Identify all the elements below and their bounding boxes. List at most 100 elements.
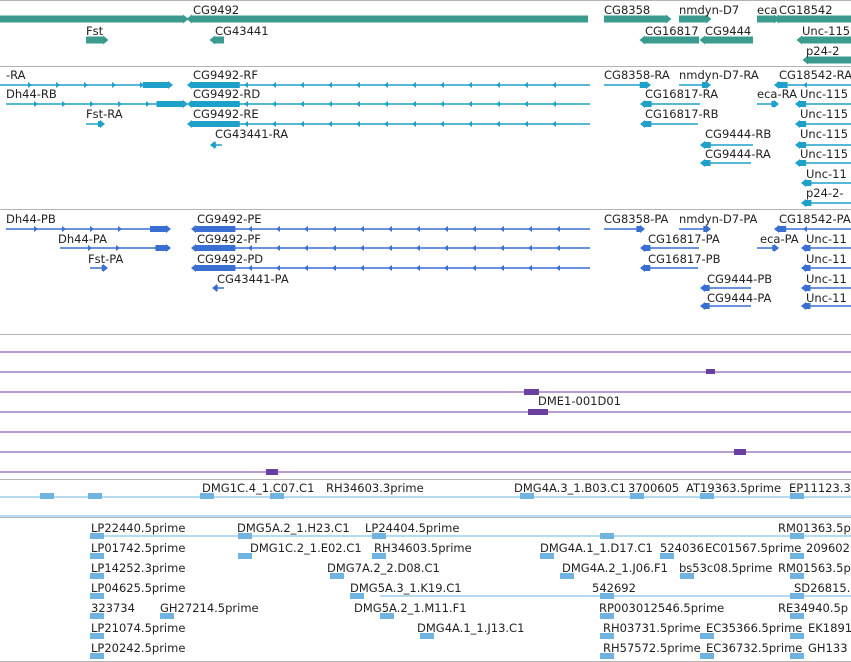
protein-transcript-label[interactable]: Dh44-PA <box>58 232 107 246</box>
gene-label[interactable]: p24-2 <box>806 44 840 58</box>
est-block[interactable] <box>90 633 104 639</box>
rna-transcript-label[interactable]: CG9492-RD <box>193 87 261 101</box>
est-block[interactable] <box>680 573 694 579</box>
alignment-label[interactable]: DME1-001D01 <box>538 394 621 408</box>
rna-transcript-exon[interactable] <box>192 101 240 107</box>
protein-transcript-label[interactable]: Unc-11 <box>806 232 847 246</box>
est-label[interactable]: LP20242.5prime <box>91 641 186 655</box>
rna-transcript-exon[interactable] <box>800 160 807 166</box>
protein-transcript-exon[interactable] <box>705 285 710 291</box>
protein-transcript-label[interactable]: Unc-11 <box>806 291 847 305</box>
rna-transcript-label[interactable]: Unc-115 <box>800 127 849 141</box>
est-label[interactable]: 209602 <box>806 541 850 555</box>
alignment-block[interactable] <box>734 449 746 455</box>
est-label[interactable]: RH34603.3prime <box>326 481 424 495</box>
est-block[interactable] <box>90 613 104 619</box>
protein-transcript-label[interactable]: CG16817-PB <box>648 252 721 266</box>
protein-transcript-exon[interactable] <box>806 245 811 251</box>
protein-transcript-label[interactable]: CG43441-PA <box>217 272 289 286</box>
est-label[interactable]: LP24404.5prime <box>365 521 460 535</box>
est-label[interactable]: EK1891 <box>808 621 851 635</box>
rna-transcript-label[interactable]: p24-2- <box>806 186 844 200</box>
gene-label[interactable]: CG9492 <box>193 3 240 17</box>
est-label[interactable]: 3700605 <box>628 481 680 495</box>
est-block[interactable] <box>270 493 284 499</box>
est-label[interactable]: DMG5A.2_1.M11.F1 <box>354 601 467 615</box>
est-block[interactable] <box>790 633 804 639</box>
rna-transcript-exon[interactable] <box>771 101 774 107</box>
est-block[interactable] <box>372 553 386 559</box>
est-label[interactable]: LP01742.5prime <box>91 541 186 555</box>
gene-label[interactable]: CG9444 <box>705 24 752 38</box>
protein-transcript-exon[interactable] <box>196 245 236 251</box>
protein-transcript-label[interactable]: CG16817-PA <box>648 232 720 246</box>
gene-label[interactable]: CG16817 <box>645 24 699 38</box>
est-block[interactable] <box>660 553 674 559</box>
rna-transcript-exon[interactable] <box>806 200 812 206</box>
est-label[interactable]: EC01567.5prime <box>705 541 802 555</box>
rna-transcript-label[interactable]: CG9492-RF <box>193 68 258 82</box>
protein-transcript-label[interactable]: CG9492-PD <box>197 252 264 266</box>
rna-transcript-label[interactable]: CG9444-RB <box>705 127 772 141</box>
gene-feature[interactable] <box>779 15 851 23</box>
rna-transcript-exon[interactable] <box>705 142 711 148</box>
gene-feature[interactable] <box>808 56 851 64</box>
est-block[interactable] <box>700 493 714 499</box>
rna-transcript-label[interactable]: CG9444-RA <box>705 147 771 161</box>
protein-transcript-exon[interactable] <box>645 265 651 271</box>
rna-transcript-exon[interactable] <box>645 121 652 127</box>
rna-transcript-label[interactable]: Fst-RA <box>86 107 123 121</box>
est-block[interactable] <box>700 633 714 639</box>
rna-transcript-exon[interactable] <box>800 121 807 127</box>
protein-transcript-exon[interactable] <box>779 226 787 232</box>
est-block[interactable] <box>600 653 614 659</box>
gene-feature[interactable] <box>645 36 699 44</box>
est-block[interactable] <box>90 553 104 559</box>
rna-transcript-exon[interactable] <box>192 82 240 88</box>
protein-transcript-exon[interactable] <box>101 265 103 271</box>
est-block[interactable] <box>88 493 102 499</box>
est-label[interactable]: GH133 <box>808 641 848 655</box>
rna-transcript-label[interactable]: eca-RA <box>757 87 797 101</box>
est-block[interactable] <box>350 593 364 599</box>
protein-transcript-label[interactable]: eca-PA <box>760 232 799 246</box>
est-block[interactable] <box>330 573 344 579</box>
est-block[interactable] <box>90 573 104 579</box>
protein-transcript-label[interactable]: CG9492-PF <box>197 232 261 246</box>
rna-transcript-label[interactable]: CG43441-RA <box>215 127 289 141</box>
est-block[interactable] <box>790 613 804 619</box>
protein-transcript-label[interactable]: CG9492-PE <box>197 212 262 226</box>
est-block[interactable] <box>160 613 174 619</box>
gene-feature[interactable] <box>757 15 774 23</box>
est-block[interactable] <box>790 653 804 659</box>
gene-label[interactable]: CG8358 <box>604 3 651 17</box>
est-block[interactable] <box>790 553 804 559</box>
est-block[interactable] <box>700 653 714 659</box>
alignment-block[interactable] <box>706 369 715 374</box>
est-label[interactable]: LP14252.3prime <box>91 561 186 575</box>
est-label[interactable]: DMG1C.4_1.C07.C1 <box>202 481 315 495</box>
protein-transcript-label[interactable]: CG9444-PA <box>707 291 772 305</box>
est-label[interactable]: LP21074.5prime <box>91 621 186 635</box>
protein-transcript-exon[interactable] <box>705 303 710 309</box>
protein-transcript-exon[interactable] <box>196 265 236 271</box>
protein-transcript-exon[interactable] <box>636 226 640 232</box>
est-label[interactable]: DMG4A.1_1.D17.C1 <box>540 541 653 555</box>
rna-transcript-label[interactable]: Unc-11 <box>806 167 847 181</box>
est-label[interactable]: DMG4A.2_1.J06.F1 <box>562 561 668 575</box>
est-block[interactable] <box>600 633 614 639</box>
protein-transcript-exon[interactable] <box>150 226 166 232</box>
gene-feature[interactable] <box>215 36 224 44</box>
rna-transcript-exon[interactable] <box>639 82 646 88</box>
gene-label[interactable]: eca <box>757 3 778 17</box>
gene-label[interactable]: Unc-115 <box>802 24 851 38</box>
rna-transcript-label[interactable]: CG16817-RB <box>645 107 719 121</box>
protein-transcript-label[interactable]: Unc-11 <box>806 272 847 286</box>
rna-transcript-label[interactable]: -RA <box>6 68 26 82</box>
est-block[interactable] <box>560 573 574 579</box>
rna-transcript-exon[interactable] <box>97 121 100 127</box>
est-label[interactable]: DMG5A.3_1.K19.C1 <box>350 581 462 595</box>
alignment-block[interactable] <box>524 389 539 395</box>
gene-feature[interactable] <box>0 15 183 23</box>
